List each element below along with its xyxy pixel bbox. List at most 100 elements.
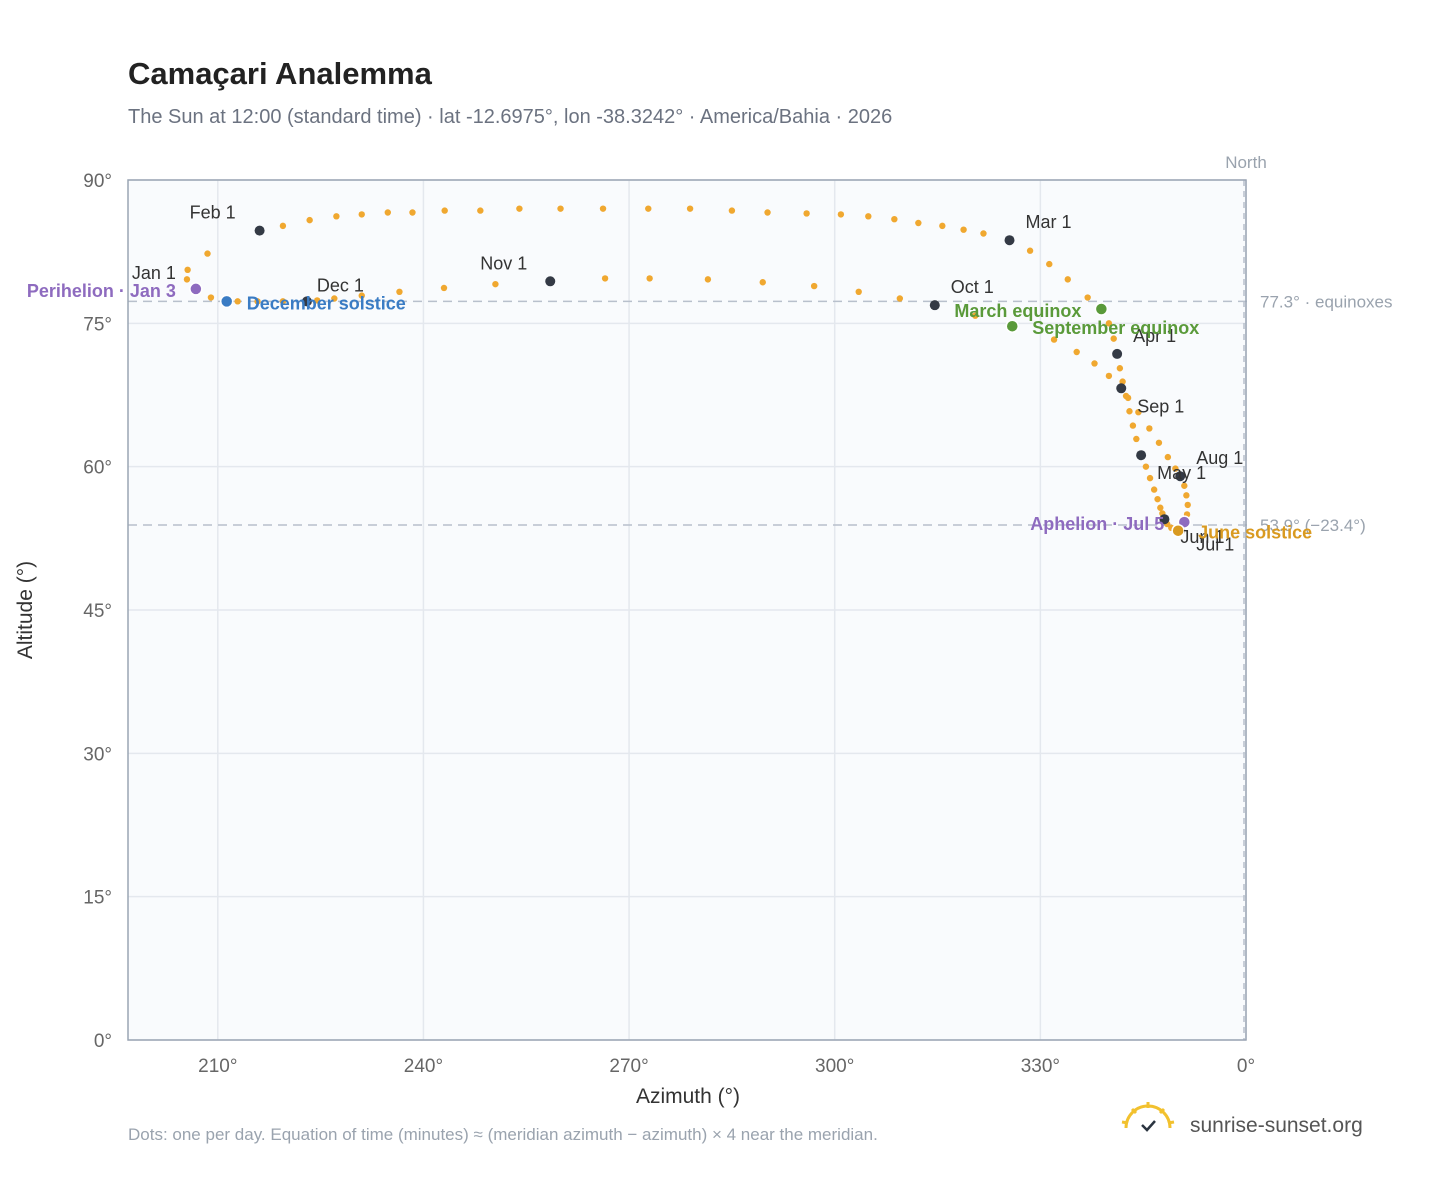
daily-dot	[254, 298, 261, 305]
reference-label: 77.3° · equinoxes	[1260, 292, 1393, 311]
event-marker	[1094, 302, 1109, 316]
event-label: September equinox	[1032, 318, 1199, 338]
daily-dot	[1073, 348, 1080, 356]
daily-dot	[1135, 409, 1142, 416]
month-label: Jul 1	[1196, 535, 1234, 555]
x-tick-label: 270°	[609, 1056, 648, 1077]
event-marker	[189, 282, 203, 296]
daily-dot	[183, 276, 191, 283]
daily-dot	[557, 205, 564, 212]
month-label: Nov 1	[480, 253, 527, 273]
daily-dot	[1155, 439, 1163, 446]
daily-dot	[279, 298, 287, 305]
x-tick-label: 240°	[404, 1056, 443, 1077]
daily-dot	[279, 222, 287, 230]
month-marker	[1116, 383, 1127, 394]
daily-dot	[409, 209, 416, 216]
daily-dot	[865, 213, 872, 220]
daily-dot	[645, 205, 652, 212]
grid	[128, 179, 1247, 1041]
month-marker	[1159, 514, 1170, 525]
y-tick-label: 30°	[83, 744, 112, 765]
month-marker	[1175, 471, 1186, 482]
daily-dot	[1181, 482, 1188, 489]
daily-dot	[1172, 465, 1179, 472]
plot-border	[127, 179, 1247, 1041]
x-tick-label: 330°	[1021, 1056, 1060, 1077]
daily-dot	[358, 292, 365, 299]
daily-dot	[1129, 422, 1137, 429]
month-label: Jun 1	[1180, 527, 1224, 547]
event-marker	[1005, 319, 1020, 333]
daily-dot	[1091, 360, 1098, 367]
month-label: Mar 1	[1026, 212, 1072, 232]
north-label: North	[1225, 153, 1267, 172]
daily-dot	[810, 282, 818, 290]
daily-dot	[1154, 495, 1161, 503]
month-label: Feb 1	[190, 203, 236, 223]
event-marker	[219, 294, 234, 309]
daily-dot	[896, 295, 904, 302]
daily-dot	[1126, 408, 1133, 415]
daily-dot	[396, 288, 403, 295]
daily-dot	[331, 295, 338, 302]
month-label: Aug 1	[1196, 448, 1243, 468]
month-label: Oct 1	[951, 277, 994, 297]
month-marker	[1004, 235, 1015, 246]
daily-dot	[1084, 294, 1091, 301]
event-label: December solstice	[247, 293, 406, 313]
x-axis-label: Azimuth (°)	[636, 1085, 740, 1108]
daily-dot	[313, 297, 321, 304]
daily-dot	[207, 294, 215, 301]
daily-dot	[358, 211, 365, 218]
daily-dot	[891, 215, 898, 223]
daily-dot	[1146, 474, 1154, 482]
x-tick-label: 0°	[1237, 1056, 1255, 1077]
event-label: Aphelion · Jul 5	[1030, 514, 1164, 534]
daily-dot	[855, 288, 862, 295]
daily-dot	[1105, 372, 1113, 380]
daily-dot	[477, 207, 484, 214]
y-tick-label: 0°	[94, 1031, 112, 1052]
daily-dot	[492, 280, 499, 288]
daily-dot	[1150, 486, 1158, 493]
brand: sunrise-sunset.org	[1190, 1114, 1363, 1137]
daily-dot	[384, 209, 391, 216]
daily-dot	[333, 213, 340, 220]
reference-label: 53.9° (−23.4°)	[1260, 516, 1366, 535]
daily-dot	[204, 250, 211, 257]
daily-dot	[184, 266, 191, 274]
month-label: Jan 1	[132, 263, 176, 283]
event-label: June solstice	[1198, 523, 1312, 543]
y-tick-label: 15°	[83, 888, 112, 909]
y-tick-label: 60°	[83, 458, 112, 479]
event-label: March equinox	[954, 301, 1081, 321]
daily-dot	[1116, 365, 1124, 372]
daily-dot	[1105, 320, 1113, 327]
month-label: Apr 1	[1133, 326, 1176, 346]
daily-dot	[803, 210, 810, 217]
daily-dot	[915, 219, 922, 227]
daily-dot	[686, 205, 694, 212]
chart-title: Camaçari Analemma	[128, 56, 433, 91]
daily-dot	[1064, 276, 1071, 283]
daily-dot	[1184, 501, 1191, 509]
brand-logo	[1121, 1102, 1175, 1132]
daily-dot	[646, 275, 653, 282]
x-tick-label: 210°	[198, 1056, 237, 1077]
month-label: May 1	[1157, 463, 1206, 483]
x-tick-label: 300°	[815, 1056, 854, 1077]
event-marker	[1171, 523, 1185, 538]
y-tick-label: 45°	[83, 601, 112, 622]
month-marker	[1136, 450, 1147, 461]
daily-dot	[306, 216, 313, 224]
daily-dot	[441, 207, 448, 214]
daily-dot	[1164, 453, 1172, 461]
month-marker	[254, 225, 265, 236]
daily-dot	[759, 279, 766, 286]
footnote: Dots: one per day. Equation of time (min…	[128, 1125, 878, 1144]
daily-dot	[440, 284, 448, 292]
daily-dot	[972, 312, 979, 319]
daily-dot	[1142, 463, 1150, 470]
